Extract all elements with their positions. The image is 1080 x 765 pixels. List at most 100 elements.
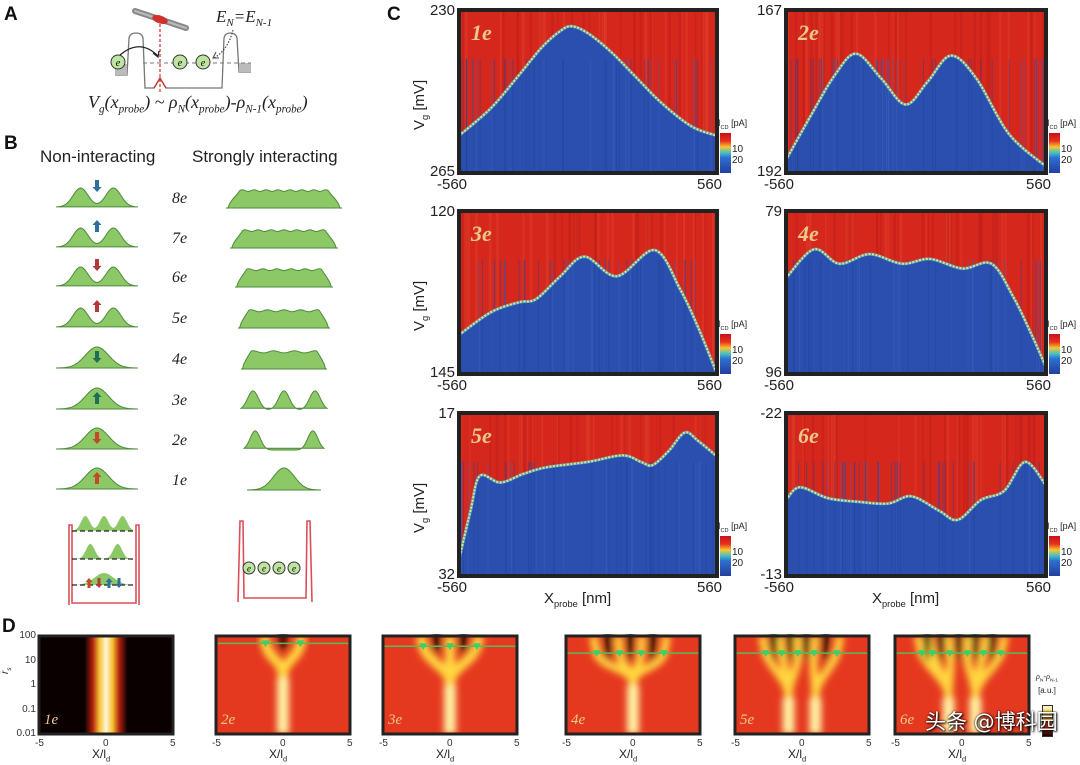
peak-marker [446, 643, 454, 651]
x-tick: 0 [959, 738, 965, 749]
y-tick-top: 230 [429, 2, 455, 19]
spin-up-arrow-icon [85, 578, 93, 588]
density-minimum [988, 634, 996, 662]
heatmap-2e [784, 8, 1048, 175]
y-axis-label: Vg [mV] [411, 79, 430, 130]
x-tick-right: 560 [697, 176, 723, 193]
density-minimum [923, 634, 931, 662]
colorbar-label: ICD [pA] [1047, 521, 1077, 534]
peak-marker [810, 650, 819, 658]
orbital-density [73, 573, 135, 585]
svg-text:e: e [277, 564, 281, 574]
panel-title: 1e [471, 20, 492, 45]
svg-text:e: e [292, 564, 296, 574]
density-minimum [626, 634, 634, 662]
y-tick-bottom: 145 [429, 364, 455, 381]
density-minimum [802, 634, 810, 662]
x-tick: 0 [103, 738, 109, 749]
plot-frame [457, 411, 719, 578]
panel-title: 1e [44, 712, 59, 728]
y-axis-label: Vg [mV] [411, 482, 430, 533]
spin-down-arrow-icon [92, 432, 102, 444]
x-tick: -5 [891, 738, 900, 749]
x-tick-left: -560 [437, 377, 468, 394]
plot-frame [784, 8, 1048, 175]
panel-a-diagram: e e e EN=EN-1 [110, 7, 272, 92]
peak-marker [761, 650, 770, 658]
colorbar-tick: 10 [732, 547, 744, 558]
density-minimum [971, 634, 979, 662]
strongly-interacting-density [240, 350, 327, 370]
electron-icon: e [287, 561, 301, 575]
y-tick-top: 167 [756, 2, 782, 19]
x-tick-right: 560 [697, 377, 723, 394]
colorbar-tick: 10 [732, 345, 744, 356]
peak-marker [832, 650, 841, 658]
x-tick: 5 [347, 738, 353, 749]
non-interacting-density [55, 346, 139, 369]
electron-icon: e [257, 561, 271, 575]
heatmap-3e [457, 209, 719, 376]
non-interacting-density [55, 300, 139, 328]
simulation-heatmap-1e [37, 634, 175, 736]
peak-marker [917, 650, 926, 658]
panel-title: 2e [798, 20, 819, 45]
spin-down-arrow-icon [92, 259, 102, 271]
plot-frame [214, 634, 352, 736]
x-tick-left: -560 [764, 176, 795, 193]
panel-title: 5e [740, 712, 755, 728]
y-tick-bottom: 32 [438, 566, 455, 583]
charge-transition-boundary [458, 431, 718, 560]
x-tick: 5 [514, 738, 520, 749]
orbital-density [73, 544, 135, 559]
scanning-probe [132, 8, 189, 31]
plot-frame [733, 634, 871, 736]
peak-marker [419, 643, 428, 651]
peak-marker [659, 650, 668, 658]
x-tick: 0 [447, 738, 453, 749]
charge-transition-boundary [458, 249, 718, 375]
density-minimum [955, 634, 963, 662]
plot-frame [457, 209, 719, 376]
x-tick-left: -560 [764, 377, 795, 394]
non-interacting-density [55, 427, 139, 450]
y-tick: 100 [19, 630, 36, 641]
x-axis-label: X/ld [269, 747, 288, 764]
colorbar [1049, 334, 1060, 374]
region-below-boundary [459, 432, 717, 576]
left-lead-fill [115, 64, 127, 75]
region-below-boundary [786, 249, 1046, 374]
colorbar-tick: 20 [732, 155, 744, 166]
colorbar-tick: 20 [732, 356, 744, 367]
x-tick: 0 [630, 738, 636, 749]
panel-label-c: C [387, 4, 401, 25]
density-minimum [459, 634, 467, 655]
x-axis-label: X/ld [436, 747, 455, 764]
energy-level-arrow [213, 29, 234, 59]
x-tick: -5 [35, 738, 44, 749]
peak-marker [793, 650, 802, 658]
panel-title: 5e [471, 423, 492, 448]
peak-marker [296, 640, 305, 648]
svg-text:e: e [201, 58, 206, 69]
y-tick: 10 [24, 654, 36, 666]
region-below-boundary [459, 26, 717, 173]
right-lead-fill [239, 63, 251, 72]
spin-up-arrow-icon [92, 472, 102, 484]
x-tick: 5 [1026, 738, 1032, 749]
y-tick-bottom: -13 [760, 566, 782, 583]
colorbar-tick: 10 [1061, 547, 1073, 558]
y-tick-top: -22 [760, 405, 782, 422]
svg-text:e: e [247, 564, 251, 574]
x-tick: 5 [170, 738, 176, 749]
electron-icon: e [195, 54, 211, 70]
x-tick-right: 560 [697, 579, 723, 596]
region-below-boundary [459, 249, 717, 374]
electron-count-label: 8e [172, 190, 188, 207]
y-tick-top: 17 [438, 405, 455, 422]
non-interacting-density [55, 180, 139, 208]
peak-marker [472, 643, 481, 651]
colorbar [1049, 133, 1060, 173]
peak-marker [996, 650, 1005, 658]
